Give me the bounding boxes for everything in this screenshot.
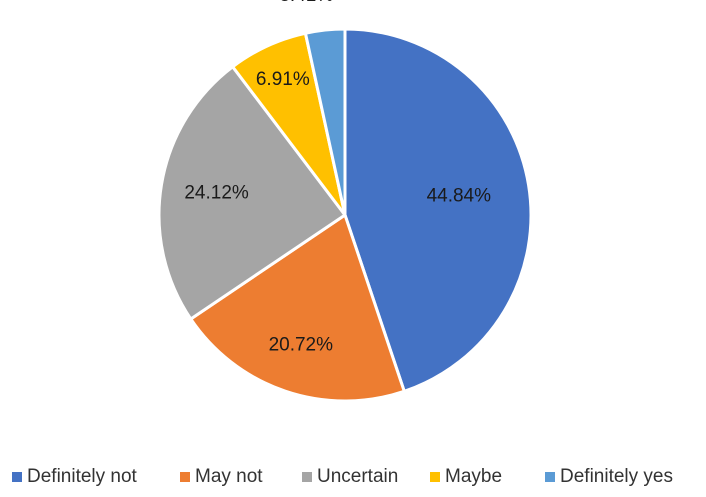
legend-label-uncertain: Uncertain	[317, 466, 398, 487]
legend-item-uncertain: Uncertain	[302, 466, 398, 487]
pie-data-labels: 44.84% 20.72% 24.12% 6.91% 3.41%	[184, 0, 491, 355]
legend-swatch-definitely-not	[12, 472, 22, 482]
legend-item-definitely-yes: Definitely yes	[545, 466, 673, 487]
legend-swatch-may-not	[180, 472, 190, 482]
legend-item-maybe: Maybe	[430, 466, 502, 487]
pie-slices	[157, 27, 533, 403]
pie-slice-definitely-not	[343, 27, 533, 393]
data-label-maybe: 6.91%	[256, 69, 310, 90]
legend-swatch-definitely-yes	[545, 472, 555, 482]
data-label-uncertain: 24.12%	[184, 183, 249, 204]
pie-slice-definitely-yes	[303, 27, 347, 217]
legend-item-definitely-not: Definitely not	[12, 466, 138, 487]
legend-label-definitely-yes: Definitely yes	[560, 466, 673, 487]
legend: Definitely not May not Uncertain Maybe Defin…	[12, 466, 673, 487]
data-label-may-not: 20.72%	[269, 334, 334, 355]
legend-label-maybe: Maybe	[445, 466, 502, 487]
legend-swatch-maybe	[430, 472, 440, 482]
legend-item-may-not: May not	[180, 466, 263, 487]
pie-slice-uncertain	[157, 65, 347, 321]
legend-swatch-uncertain	[302, 472, 312, 482]
data-label-definitely-not: 44.84%	[427, 185, 492, 206]
data-label-definitely-yes: 3.41%	[279, 0, 333, 6]
pie-slice-may-not	[189, 213, 406, 403]
legend-label-may-not: May not	[195, 466, 263, 487]
legend-label-definitely-not: Definitely not	[27, 466, 138, 487]
